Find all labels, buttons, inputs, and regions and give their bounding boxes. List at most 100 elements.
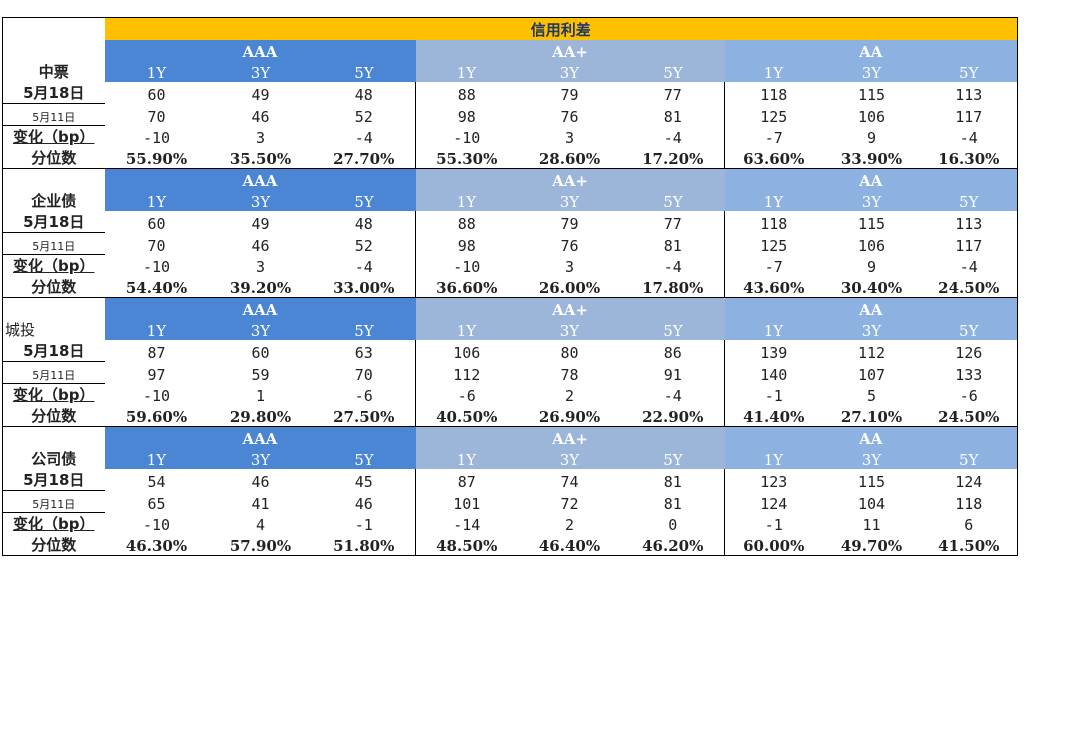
term-header: 5Y bbox=[312, 448, 416, 469]
value-cell: 3 bbox=[564, 129, 575, 147]
value-cell: 17.80% bbox=[621, 276, 725, 298]
value-cell: 98 bbox=[457, 236, 476, 255]
data-row: 5月11日 65 41 46 101 72 81 124 104 118 bbox=[2, 490, 1019, 513]
value-cell: -4 bbox=[621, 254, 725, 276]
value-cell: 22.90% bbox=[621, 405, 725, 427]
value-cell: 27.10% bbox=[822, 405, 921, 427]
data-row: 分位数 55.90% 35.50% 27.70% 55.30% 28.60% 17.20% 6… bbox=[2, 147, 1019, 169]
term-header: 5Y bbox=[312, 319, 416, 340]
row-label: 5月18日 bbox=[2, 469, 105, 491]
value-cell: 60 bbox=[147, 214, 166, 233]
row-label: 5月11日 bbox=[2, 361, 105, 384]
data-row: 5月11日 70 46 52 98 76 81 125 106 117 bbox=[2, 103, 1019, 126]
row-label: 变化（bp） bbox=[2, 254, 105, 276]
term-header: 5Y bbox=[621, 190, 725, 211]
term-header: 5Y bbox=[920, 319, 1019, 340]
term-header: 3Y bbox=[822, 190, 921, 211]
value-cell: 48.50% bbox=[415, 534, 518, 556]
value-cell: 46 bbox=[251, 107, 270, 126]
value-cell: 49 bbox=[251, 85, 270, 104]
credit-spread-table-wrapper: 信用利差 中票 AAA AA+ AA 1Y 3Y 5Y 1Y 3Y 5Y 1Y 3Y 5Y 5月18日 60… bbox=[2, 17, 1019, 556]
value-cell: 41.50% bbox=[920, 534, 1019, 556]
term-header: 1Y bbox=[724, 319, 823, 340]
value-cell: 79 bbox=[560, 85, 579, 104]
value-cell: 118 bbox=[760, 85, 788, 104]
value-cell: 1 bbox=[255, 387, 266, 405]
value-cell: 11 bbox=[862, 516, 881, 534]
value-cell: 81 bbox=[621, 232, 725, 255]
section-name: 城投 bbox=[2, 297, 105, 340]
term-header: 1Y bbox=[415, 190, 518, 211]
value-cell: 115 bbox=[857, 472, 886, 491]
title-row: 信用利差 bbox=[2, 17, 1019, 40]
value-cell: -1 bbox=[312, 512, 416, 534]
value-cell: -6 bbox=[312, 383, 416, 405]
term-header-row: 1Y 3Y 5Y 1Y 3Y 5Y 1Y 3Y 5Y bbox=[3, 319, 1019, 340]
row-label: 分位数 bbox=[2, 405, 105, 427]
term-header: 1Y bbox=[104, 190, 209, 211]
value-cell: 76 bbox=[560, 107, 579, 126]
value-cell: 46 bbox=[251, 472, 270, 491]
value-cell: 118 bbox=[920, 490, 1019, 513]
section-name: 中票 bbox=[2, 40, 105, 82]
rating-group-header: AA bbox=[724, 168, 1019, 190]
row-label: 变化（bp） bbox=[2, 512, 105, 534]
value-cell: 77 bbox=[621, 82, 725, 104]
value-cell: 3 bbox=[255, 129, 266, 147]
row-label: 分位数 bbox=[2, 147, 105, 169]
data-row: 5月18日 87 60 63 106 80 86 139 112 126 bbox=[2, 340, 1019, 362]
data-row: 5月18日 54 46 45 87 74 81 123 115 124 bbox=[2, 469, 1019, 491]
value-cell: 28.60% bbox=[517, 147, 622, 169]
value-cell: 60 bbox=[251, 343, 270, 362]
term-header: 3Y bbox=[208, 448, 313, 469]
term-header: 5Y bbox=[312, 190, 416, 211]
value-cell: 70 bbox=[147, 236, 166, 255]
value-cell: 40.50% bbox=[415, 405, 518, 427]
title-blank-cell bbox=[2, 17, 105, 40]
row-label: 分位数 bbox=[2, 276, 105, 298]
value-cell: 113 bbox=[920, 82, 1019, 104]
value-cell: -10 bbox=[142, 516, 171, 534]
term-header: 1Y bbox=[724, 448, 823, 469]
row-label: 5月11日 bbox=[2, 103, 105, 126]
term-header: 3Y bbox=[517, 448, 622, 469]
term-header: 3Y bbox=[822, 61, 921, 82]
value-cell: 41 bbox=[251, 494, 270, 513]
value-cell: 2 bbox=[564, 387, 575, 405]
value-cell: 43.60% bbox=[724, 276, 823, 298]
value-cell: 46.40% bbox=[517, 534, 622, 556]
value-cell: 26.00% bbox=[517, 276, 622, 298]
grade-header-row: 公司债 AAA AA+ AA bbox=[2, 426, 1019, 469]
value-cell: 6 bbox=[920, 512, 1019, 534]
value-cell: 74 bbox=[560, 472, 579, 491]
value-cell: -4 bbox=[920, 125, 1019, 147]
data-row: 变化（bp） -10 1 -6 -6 2 -4 -1 5 -6 bbox=[2, 383, 1019, 405]
value-cell: 78 bbox=[560, 365, 579, 384]
term-header: 1Y bbox=[415, 319, 518, 340]
value-cell: 86 bbox=[621, 340, 725, 362]
term-header: 1Y bbox=[104, 448, 209, 469]
value-cell: 36.60% bbox=[415, 276, 518, 298]
term-header: 3Y bbox=[822, 319, 921, 340]
term-header: 5Y bbox=[920, 448, 1019, 469]
value-cell: 80 bbox=[560, 343, 579, 362]
value-cell: 9 bbox=[866, 129, 877, 147]
rating-group-header: AAA bbox=[104, 297, 416, 319]
rating-group-header: AA bbox=[724, 40, 1019, 61]
value-cell: 16.30% bbox=[920, 147, 1019, 169]
value-cell: 70 bbox=[147, 107, 166, 126]
value-cell: 2 bbox=[564, 516, 575, 534]
value-cell: 70 bbox=[312, 361, 416, 384]
value-cell: 60 bbox=[147, 85, 166, 104]
value-cell: 59 bbox=[251, 365, 270, 384]
value-cell: 29.80% bbox=[208, 405, 313, 427]
value-cell: 77 bbox=[621, 211, 725, 233]
term-header: 1Y bbox=[724, 61, 823, 82]
term-header: 3Y bbox=[822, 448, 921, 469]
value-cell: 3 bbox=[255, 258, 266, 276]
value-cell: 91 bbox=[621, 361, 725, 384]
value-cell: 26.90% bbox=[517, 405, 622, 427]
value-cell: 52 bbox=[312, 232, 416, 255]
value-cell: 117 bbox=[920, 103, 1019, 126]
value-cell: -10 bbox=[142, 129, 171, 147]
